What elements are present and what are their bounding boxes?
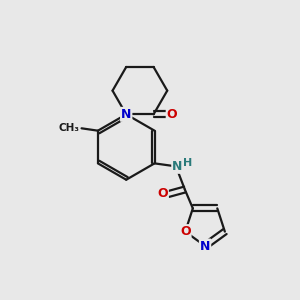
Text: N: N: [172, 160, 183, 173]
Text: H: H: [183, 158, 192, 168]
Text: N: N: [121, 108, 131, 121]
Text: CH₃: CH₃: [58, 123, 79, 133]
Text: O: O: [167, 108, 177, 121]
Text: O: O: [180, 225, 190, 238]
Text: O: O: [157, 188, 168, 200]
Text: N: N: [200, 239, 210, 253]
